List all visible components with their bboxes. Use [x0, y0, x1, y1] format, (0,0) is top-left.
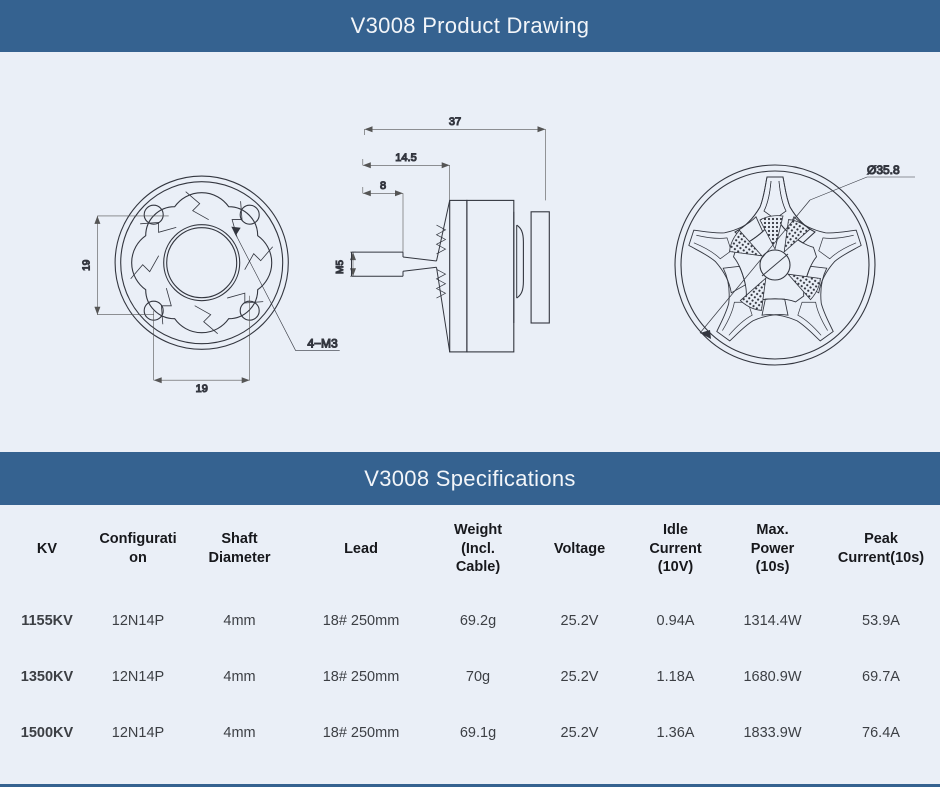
- svg-text:M5: M5: [335, 260, 346, 274]
- svg-text:37: 37: [449, 116, 461, 128]
- svg-text:14.5: 14.5: [395, 152, 416, 164]
- svg-text:4−M3: 4−M3: [307, 337, 338, 351]
- svg-text:Ø35.8: Ø35.8: [867, 163, 900, 177]
- svg-text:19: 19: [82, 259, 93, 271]
- svg-text:19: 19: [196, 383, 208, 395]
- svg-text:8: 8: [380, 180, 386, 192]
